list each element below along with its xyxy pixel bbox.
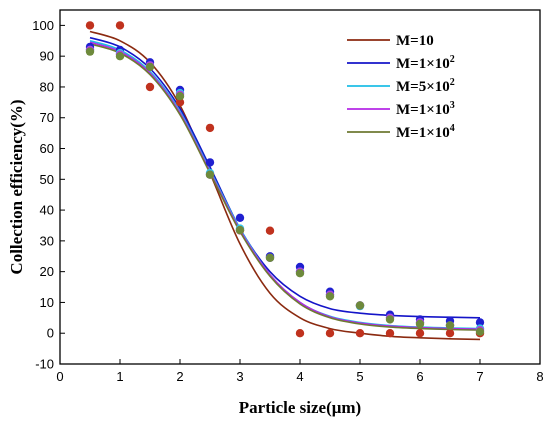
data-point-series-0 (295, 329, 305, 338)
data-point-series-4 (355, 301, 365, 310)
y-tick-label: 10 (40, 295, 54, 310)
legend-label-base: M=1×10 (396, 56, 450, 72)
data-point-series-0 (355, 329, 365, 338)
plot-frame (59, 9, 541, 365)
data-point-series-4 (145, 62, 155, 72)
x-tick-label: 1 (116, 369, 123, 384)
data-point-series-4 (385, 315, 395, 324)
data-point-series-0 (205, 123, 215, 133)
data-point-series-4 (265, 253, 275, 262)
y-tick-label: 80 (40, 79, 54, 94)
legend-label-exponent: 4 (450, 123, 455, 134)
x-tick-label: 0 (56, 369, 63, 384)
y-tick-label: 30 (40, 233, 54, 248)
legend-label: M=1×104 (396, 123, 455, 141)
legend-label: M=1×102 (396, 54, 455, 72)
x-tick-label: 3 (236, 369, 243, 384)
x-tick-label: 7 (476, 369, 483, 384)
data-point-series-0 (265, 226, 275, 235)
data-point-series-0 (175, 98, 185, 107)
data-point-series-4 (415, 319, 425, 329)
y-axis-ticks: -10 0 10 20 30 40 50 60 70 80 90 100 (32, 18, 65, 372)
data-point-series-1 (205, 158, 215, 167)
fit-curves (89, 30, 481, 341)
data-point-series-4 (175, 92, 185, 101)
legend-label-base: M=1×10 (396, 102, 450, 118)
fit-curve-series-1 (89, 36, 481, 319)
legend-label-exponent: 2 (450, 54, 455, 65)
fit-curve-series-4 (89, 43, 481, 331)
data-point-series-4 (325, 292, 335, 301)
data-point-series-0 (85, 21, 95, 30)
legend-label-base: M=1×10 (396, 125, 450, 141)
data-point-series-0 (115, 21, 125, 30)
legend-label-base: M=10 (396, 33, 434, 49)
data-point-series-4 (295, 269, 305, 278)
legend-label: M=10 (396, 33, 434, 49)
x-tick-label: 6 (416, 369, 423, 384)
data-point-series-4 (85, 47, 95, 56)
data-point-series-4 (235, 225, 245, 235)
data-point-series-0 (445, 329, 455, 338)
y-tick-label: 70 (40, 110, 54, 125)
fit-curve-series-0 (89, 30, 481, 341)
y-tick-label: 90 (40, 49, 54, 64)
legend-label-exponent: 2 (450, 77, 455, 88)
x-tick-label: 8 (536, 369, 543, 384)
y-tick-label: 50 (40, 172, 54, 187)
legend-label-exponent: 3 (450, 100, 455, 111)
data-point-series-1 (235, 213, 245, 222)
data-point-series-0 (325, 329, 335, 338)
y-tick-label: 20 (40, 264, 54, 279)
data-point-series-0 (145, 82, 155, 92)
data-point-series-4 (115, 52, 125, 61)
data-point-series-4 (445, 321, 455, 330)
data-point-series-0 (415, 329, 425, 338)
data-point-series-1 (475, 318, 485, 327)
y-axis-title: Collection efficiency(%) (7, 99, 26, 274)
y-tick-label: 100 (32, 18, 54, 33)
y-tick-label: 60 (40, 141, 54, 156)
y-tick-label: 0 (47, 326, 54, 341)
x-axis-title: Particle size(μm) (239, 398, 361, 417)
x-tick-label: 5 (356, 369, 363, 384)
data-point-series-0 (385, 329, 395, 338)
x-tick-label: 4 (296, 369, 303, 384)
y-tick-label: 40 (40, 203, 54, 218)
fit-curve-series-3 (89, 41, 481, 330)
data-point-series-4 (475, 327, 485, 336)
data-points (85, 21, 485, 338)
legend-label-base: M=5×10 (396, 79, 450, 95)
x-axis-ticks: 0 1 2 3 4 5 6 7 8 (56, 359, 544, 384)
x-tick-label: 2 (176, 369, 183, 384)
legend-label: M=1×103 (396, 100, 455, 118)
legend-label: M=5×102 (396, 77, 455, 95)
y-tick-label: -10 (35, 357, 54, 372)
data-point-series-4 (205, 170, 215, 179)
